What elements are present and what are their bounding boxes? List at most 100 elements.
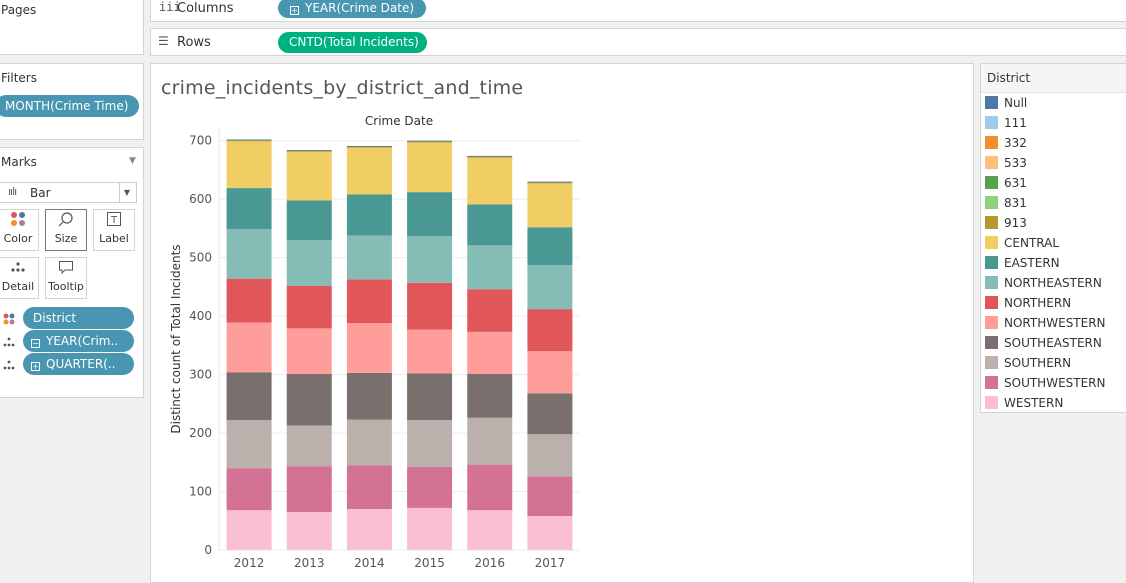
marks-size-label: Size <box>54 232 78 245</box>
legend-item-label: WESTERN <box>1004 396 1064 410</box>
legend-item-label: 332 <box>1004 136 1027 150</box>
filters-title: Filters <box>1 71 37 85</box>
legend-item[interactable]: SOUTHWESTERN <box>985 374 1106 392</box>
marks-field-district[interactable]: District <box>23 307 134 329</box>
columns-shelf[interactable]: iii Columns + YEAR(Crime Date) <box>150 0 1126 22</box>
columns-pill-year[interactable]: + YEAR(Crime Date) <box>278 0 426 18</box>
marks-tooltip-button[interactable]: Tooltip <box>45 257 87 299</box>
legend-swatch <box>985 336 998 349</box>
legend-item-label: NORTHWESTERN <box>1004 316 1106 330</box>
filters-panel: Filters MONTH(Crime Time) <box>0 63 144 140</box>
legend-item-label: SOUTHEASTERN <box>1004 336 1102 350</box>
legend-swatch <box>985 396 998 409</box>
legend-item[interactable]: EASTERN <box>985 254 1060 272</box>
columns-pill-label: YEAR(Crime Date) <box>305 1 415 15</box>
legend-item[interactable]: NORTHEASTERN <box>985 274 1102 292</box>
legend-swatch <box>985 316 998 329</box>
legend-item[interactable]: 631 <box>985 174 1027 192</box>
legend-item[interactable]: WESTERN <box>985 394 1063 412</box>
legend-item[interactable]: SOUTHEASTERN <box>985 334 1102 352</box>
marks-field-year[interactable]: − YEAR(Crim.. <box>23 330 134 352</box>
legend-swatch <box>985 356 998 369</box>
expand-box-icon: + <box>290 6 299 15</box>
rows-shelf[interactable]: ☰ Rows CNTD(Total Incidents) <box>150 28 1126 56</box>
marks-panel: Marks ▼ ıılı Bar ▼ Color Size T Label De… <box>0 147 144 398</box>
legend-swatch <box>985 96 998 109</box>
legend-item-label: 831 <box>1004 196 1027 210</box>
label-icon: T <box>94 210 134 232</box>
chevron-down-icon: ▼ <box>119 183 134 202</box>
collapse-box-icon: − <box>31 339 40 348</box>
columns-icon: iii <box>159 0 181 14</box>
legend-swatch <box>985 296 998 309</box>
marks-label-button[interactable]: T Label <box>93 209 135 251</box>
legend-swatch <box>985 136 998 149</box>
legend-item-label: Null <box>1004 96 1028 110</box>
legend-swatch <box>985 156 998 169</box>
marks-menu-chevron-icon[interactable]: ▼ <box>129 156 136 166</box>
legend-item-label: 631 <box>1004 176 1027 190</box>
expand-box-icon: + <box>31 362 40 371</box>
legend-item-label: SOUTHERN <box>1004 356 1072 370</box>
legend-title: District <box>987 71 1031 85</box>
legend-item-label: EASTERN <box>1004 256 1060 270</box>
marks-label-label: Label <box>99 232 129 245</box>
marks-color-button[interactable]: Color <box>0 209 39 251</box>
sheet-title: crime_incidents_by_district_and_time <box>161 77 524 99</box>
legend-swatch <box>985 176 998 189</box>
svg-text:T: T <box>110 215 118 226</box>
filter-pill-month[interactable]: MONTH(Crime Time) <box>0 95 139 117</box>
size-icon <box>46 210 86 232</box>
legend-item-label: 111 <box>1004 116 1027 130</box>
legend-item[interactable]: NORTHWESTERN <box>985 314 1106 332</box>
legend-item[interactable]: SOUTHERN <box>985 354 1071 372</box>
legend-item-label: SOUTHWESTERN <box>1004 376 1106 390</box>
detail-icon <box>0 258 38 280</box>
legend-item[interactable]: 332 <box>985 134 1027 152</box>
marks-color-label: Color <box>3 232 33 245</box>
legend-swatch <box>985 196 998 209</box>
legend-swatch <box>985 276 998 289</box>
marks-field-quarter[interactable]: + QUARTER(.. <box>23 353 134 375</box>
pages-panel: Pages <box>0 0 144 55</box>
pages-title: Pages <box>1 3 37 17</box>
legend-swatch <box>985 216 998 229</box>
legend-item-label: 533 <box>1004 156 1027 170</box>
legend-item[interactable]: Null <box>985 94 1027 112</box>
legend-item-label: CENTRAL <box>1004 236 1060 250</box>
sheet-view: crime_incidents_by_district_and_time <box>150 63 974 583</box>
mark-type-select[interactable]: ıılı Bar ▼ <box>0 182 137 203</box>
legend-item-label: 913 <box>1004 216 1027 230</box>
mark-type-label: Bar <box>30 186 51 200</box>
legend-item[interactable]: 111 <box>985 114 1027 132</box>
legend-item[interactable]: NORTHERN <box>985 294 1071 312</box>
rows-pill-cntd[interactable]: CNTD(Total Incidents) <box>278 32 427 53</box>
detail-icon <box>2 357 16 376</box>
bar-chart-icon: ıılı <box>8 185 17 198</box>
legend-item[interactable]: 831 <box>985 194 1027 212</box>
marks-field-year-label: YEAR(Crim.. <box>46 334 119 348</box>
marks-size-button[interactable]: Size <box>45 209 87 251</box>
marks-detail-label: Detail <box>1 280 35 293</box>
columns-label: Columns <box>177 1 234 16</box>
legend-swatch <box>985 116 998 129</box>
rows-label: Rows <box>177 35 211 50</box>
legend-item[interactable]: CENTRAL <box>985 234 1059 252</box>
legend-swatch <box>985 256 998 269</box>
district-legend: District Null 111 332 533 631 831 913 CENTRAL EA… <box>980 63 1126 413</box>
color-dots-icon <box>2 311 16 330</box>
legend-item-label: NORTHERN <box>1004 296 1072 310</box>
tooltip-icon <box>46 258 86 280</box>
color-dots-icon <box>0 210 38 232</box>
legend-item[interactable]: 913 <box>985 214 1027 232</box>
legend-header: District <box>981 64 1126 93</box>
marks-field-quarter-label: QUARTER(.. <box>46 357 116 371</box>
legend-item-label: NORTHEASTERN <box>1004 276 1102 290</box>
marks-tooltip-label: Tooltip <box>48 280 84 293</box>
detail-icon <box>2 334 16 353</box>
marks-detail-button[interactable]: Detail <box>0 257 39 299</box>
marks-title: Marks <box>1 155 37 169</box>
legend-swatch <box>985 236 998 249</box>
legend-item[interactable]: 533 <box>985 154 1027 172</box>
rows-icon: ☰ <box>158 34 169 48</box>
